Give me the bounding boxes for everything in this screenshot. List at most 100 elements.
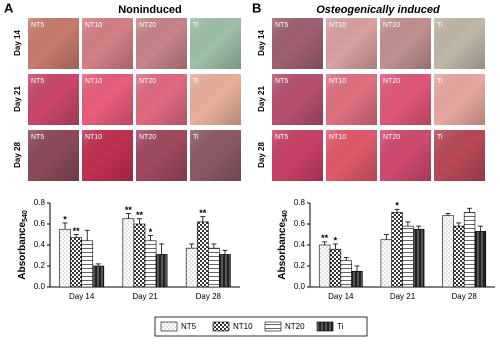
y-tick-label: 0.4: [34, 240, 46, 249]
tile-label: NT10: [85, 22, 102, 29]
bar: [351, 270, 363, 288]
photo-shade: [190, 74, 241, 125]
tile-label: NT20: [383, 134, 400, 141]
row-label: Day 21: [13, 86, 22, 112]
tile-label: NT5: [275, 22, 288, 29]
photo-shade: [136, 18, 187, 69]
bar: [92, 265, 105, 288]
y-tick-label: 0.6: [34, 219, 46, 228]
bar: [70, 237, 82, 288]
significance: *: [149, 227, 153, 237]
tile-label: NT10: [85, 134, 102, 141]
photo-shade: [380, 130, 431, 181]
tile-label: NT20: [139, 22, 156, 29]
x-tick-label: Day 14: [69, 292, 95, 301]
tile-label: NT5: [31, 78, 44, 85]
tile-label: NT10: [329, 134, 346, 141]
significance: **: [73, 226, 81, 236]
row-label: Day 14: [257, 30, 266, 56]
y-axis-label-sub: 540: [22, 210, 29, 222]
y-axis-label: Absorbance540: [17, 210, 29, 280]
photo-shade: [272, 18, 323, 69]
y-tick-label: 0.0: [294, 282, 306, 291]
photo-shade: [190, 130, 241, 181]
photo-shade: [136, 130, 187, 181]
photo-shade: [28, 18, 79, 69]
tile-label: Ti: [193, 22, 199, 29]
bar: [219, 254, 231, 288]
photo-shade: [434, 130, 485, 181]
photo-shade: [82, 74, 133, 125]
y-axis-label-main: Absorbance: [17, 222, 28, 280]
photo-shade: [434, 74, 485, 125]
tile-label: NT10: [329, 22, 346, 29]
bar: [196, 221, 209, 288]
bar: [474, 231, 487, 288]
tile-label: Ti: [193, 78, 199, 85]
y-tick-label: 0.2: [294, 261, 306, 270]
tile-label: NT10: [85, 78, 102, 85]
tile-label: Ti: [193, 134, 199, 141]
bar: [412, 228, 425, 288]
tile-label: NT10: [329, 78, 346, 85]
legend-swatch: [264, 321, 282, 332]
tile-label: NT5: [31, 22, 44, 29]
row-label: Day 21: [257, 86, 266, 112]
bar: [81, 240, 94, 288]
significance: **: [199, 208, 207, 218]
legend-label: NT20: [285, 322, 305, 331]
bar: [463, 212, 476, 288]
y-axis-label-sub: 540: [282, 210, 289, 222]
panel-title: Osteogenically induced: [316, 4, 440, 16]
bar: [208, 247, 220, 288]
legend-swatch: [316, 321, 334, 332]
tile-label: NT5: [31, 134, 44, 141]
significance: *: [395, 201, 399, 211]
y-tick-label: 0.0: [34, 282, 46, 291]
tile-label: Ti: [437, 78, 443, 85]
photo-shade: [82, 18, 133, 69]
photo-shade: [272, 74, 323, 125]
photo-shade: [434, 18, 485, 69]
y-tick-label: 0.2: [34, 261, 46, 270]
tile-label: NT20: [139, 134, 156, 141]
x-tick-label: Day 28: [451, 292, 477, 301]
bar: [453, 225, 465, 288]
row-label: Day 28: [257, 142, 266, 168]
bar: [185, 247, 198, 288]
bar: [133, 223, 146, 288]
panel-letter: B: [252, 0, 261, 15]
photo-shade: [326, 74, 377, 125]
photo-shade: [272, 130, 323, 181]
significance: *: [63, 214, 67, 224]
bar: [442, 215, 454, 288]
bar: [155, 254, 168, 288]
x-tick-label: Day 14: [328, 292, 354, 301]
bar: [144, 240, 157, 288]
tile-label: NT20: [383, 22, 400, 29]
row-label: Day 28: [13, 142, 22, 168]
legend-label: NT5: [181, 322, 197, 331]
photo-shade: [190, 18, 241, 69]
legend-box: [154, 316, 368, 337]
legend-label: NT10: [233, 322, 253, 331]
tile-label: Ti: [437, 22, 443, 29]
tile-label: NT5: [275, 134, 288, 141]
tile-label: NT20: [139, 78, 156, 85]
photo-shade: [380, 74, 431, 125]
photo-shade: [136, 74, 187, 125]
x-tick-label: Day 28: [196, 292, 222, 301]
bar: [402, 225, 414, 288]
bar: [340, 260, 352, 288]
y-axis-label: Absorbance540: [277, 210, 289, 280]
significance: **: [125, 205, 133, 215]
bar: [391, 212, 403, 288]
photo-shade: [326, 130, 377, 181]
x-tick-label: Day 21: [390, 292, 416, 301]
bar: [122, 218, 135, 288]
significance: *: [334, 235, 338, 245]
y-tick-label: 0.4: [294, 240, 306, 249]
x-tick-label: Day 21: [132, 292, 158, 301]
tile-label: NT5: [275, 78, 288, 85]
